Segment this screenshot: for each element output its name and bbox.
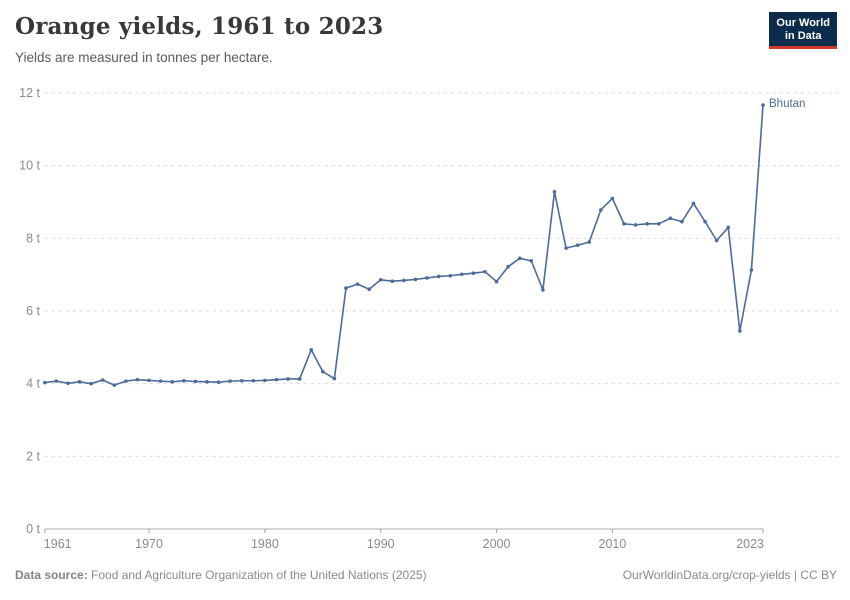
owid-logo-line2: in Data [784,29,822,42]
data-point-1965 [89,381,93,386]
data-point-2018 [703,219,707,224]
data-point-2020 [726,225,731,230]
data-point-1984 [309,348,314,352]
data-point-2004 [541,288,545,292]
data-point-1987 [344,286,348,290]
y-axis-tick-label: 4 t [26,377,40,391]
series-label-bhutan: Bhutan [769,98,806,110]
data-point-2008 [587,240,592,244]
y-axis-tick-label: 6 t [26,304,40,318]
data-point-1969 [135,377,140,382]
x-axis-tick-label: 1980 [251,537,279,551]
x-axis-tick-label: 1961 [44,537,72,551]
data-point-2016 [680,219,684,224]
data-point-1967 [112,383,117,387]
data-point-1975 [205,380,209,384]
data-point-1983 [297,377,302,381]
data-point-2015 [668,216,673,221]
data-point-2000 [494,279,499,284]
data-point-2001 [506,264,510,269]
chart-footer: Data source: Food and Agriculture Organi… [15,568,837,582]
data-point-1991 [390,279,395,284]
data-point-2005 [552,190,557,194]
data-point-2012 [633,223,638,227]
data-point-1993 [413,277,418,282]
data-point-1974 [193,379,198,384]
data-point-1981 [274,377,279,382]
data-point-2014 [656,222,661,226]
data-point-2013 [645,222,649,226]
data-point-2003 [529,259,534,263]
data-point-1982 [286,377,290,381]
data-point-2002 [517,256,522,261]
data-point-1977 [228,379,232,383]
y-axis-tick-label: 8 t [26,231,40,245]
data-point-2010 [610,196,615,201]
data-point-1985 [321,369,325,374]
data-point-1976 [216,380,221,385]
data-point-2023 [761,103,765,107]
data-point-1966 [100,378,105,382]
data-source: Data source: Food and Agriculture Organi… [15,568,427,582]
page-title: Orange yields, 1961 to 2023 [15,13,384,40]
x-axis-tick-label: 2000 [483,537,511,551]
y-axis-tick-label: 10 t [19,159,40,173]
data-point-1992 [402,278,406,283]
data-point-1988 [355,282,360,286]
data-point-1961 [43,380,47,385]
data-point-2011 [622,222,626,226]
data-point-1999 [483,269,487,274]
owid-logo-line1: Our World [776,17,830,29]
x-axis-tick-label: 1990 [367,537,395,551]
data-point-1989 [367,287,371,292]
data-point-1990 [378,277,383,282]
data-point-1986 [332,376,337,381]
x-axis-tick-label: 1970 [135,537,163,551]
data-source-label: Data source: [15,568,88,582]
data-point-1980 [263,378,267,383]
chart-subtitle: Yields are measured in tonnes per hectar… [15,50,273,65]
y-axis-tick-label: 12 t [19,86,40,100]
data-point-1997 [460,272,464,277]
data-point-1998 [471,271,476,276]
data-point-1979 [251,378,256,383]
footer-link[interactable]: OurWorldinData.org/crop-yields | CC BY [622,568,837,582]
data-point-2006 [564,246,568,250]
data-point-1963 [66,381,70,386]
data-point-2017 [691,201,696,206]
data-point-2021 [738,329,742,333]
data-point-1978 [239,378,244,383]
data-source-text: Food and Agriculture Organization of the… [91,568,427,582]
x-axis-tick-label: 2023 [736,537,764,551]
data-point-1971 [158,379,163,383]
data-point-1994 [425,276,429,280]
data-point-2022 [749,268,754,272]
data-point-1968 [124,379,128,383]
data-point-1972 [170,380,175,384]
x-axis-tick-label: 2010 [599,537,627,551]
data-point-1962 [54,379,59,383]
data-point-2019 [714,238,719,243]
data-point-1964 [77,380,82,384]
data-point-1973 [182,378,186,383]
line-series-bhutan [43,104,764,386]
data-point-2009 [599,208,603,212]
data-point-1995 [436,274,441,279]
y-axis-tick-label: 0 t [26,522,40,536]
data-point-1970 [147,378,151,383]
owid-logo[interactable]: Our World in Data [769,12,837,49]
data-point-1996 [448,273,453,278]
data-point-2007 [575,243,580,248]
y-axis-tick-label: 2 t [26,449,40,463]
